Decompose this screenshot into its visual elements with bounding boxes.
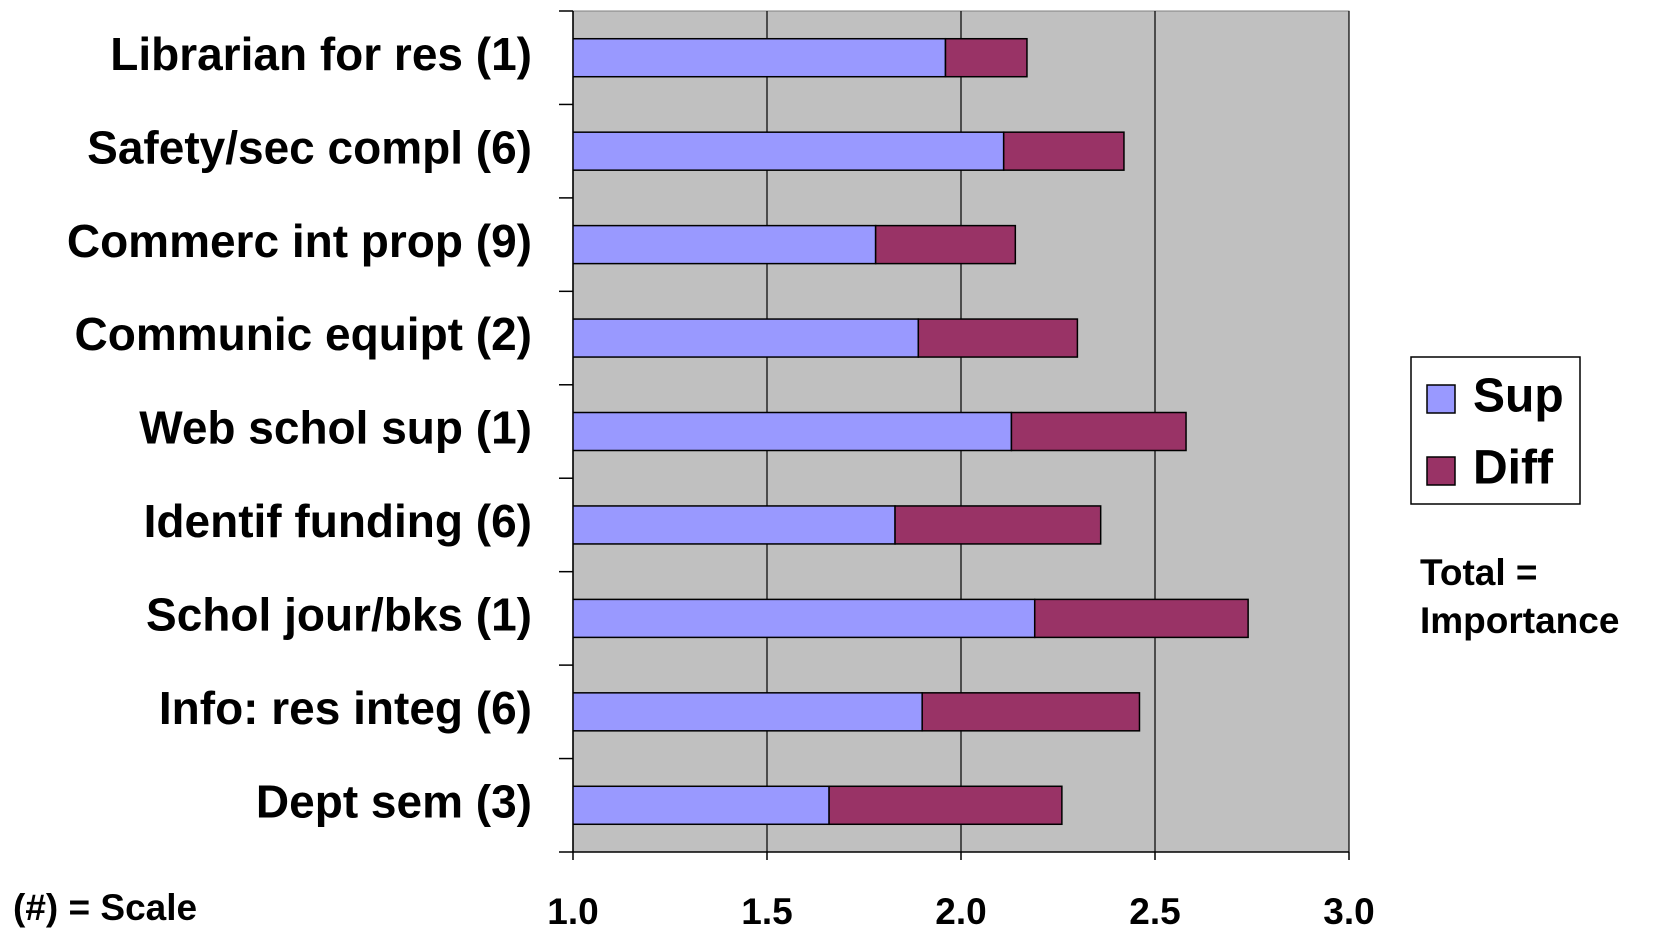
y-tick-label: Dept sem (3) — [256, 775, 532, 827]
annotation: (#) = Scale — [13, 887, 197, 928]
x-tick-label: 3.0 — [1323, 891, 1374, 931]
bar-segment — [894, 505, 1102, 545]
bar-segment — [1033, 598, 1249, 639]
bar-segment — [944, 37, 1028, 78]
legend-label: Sup — [1473, 370, 1564, 423]
annotation: Importance — [1420, 600, 1619, 641]
bar-segment — [874, 224, 1017, 265]
legend-label: Diff — [1473, 442, 1554, 495]
y-tick-label: Commerc int prop (9) — [67, 215, 532, 267]
y-tick-label: Communic equipt (2) — [75, 308, 532, 360]
y-tick-label: Librarian for res (1) — [110, 28, 532, 80]
bar-segment — [573, 598, 1036, 639]
x-tick-label: 2.0 — [935, 891, 986, 931]
y-tick-label: Identif funding (6) — [144, 495, 532, 547]
bar-segment — [921, 692, 1141, 732]
legend-swatch — [1426, 456, 1456, 486]
bar-segment — [573, 131, 1005, 171]
bar-segment — [828, 785, 1063, 826]
x-tick-label: 1.0 — [547, 891, 598, 931]
bar-segment — [917, 318, 1079, 358]
legend-swatch — [1426, 384, 1456, 414]
x-tick-label: 2.5 — [1129, 891, 1180, 931]
x-tick-label: 1.5 — [741, 891, 792, 931]
annotation: Total = — [1420, 552, 1538, 593]
bar-segment — [573, 411, 1013, 452]
bar-segment — [1010, 411, 1187, 452]
y-tick-label: Web schol sup (1) — [139, 402, 532, 454]
y-tick-label: Safety/sec compl (6) — [87, 121, 532, 173]
bar-segment — [573, 224, 877, 265]
legend-box — [1410, 356, 1581, 505]
y-tick-label: Schol jour/bks (1) — [146, 589, 532, 641]
y-tick-label: Info: res integ (6) — [159, 682, 532, 734]
bar-segment — [1002, 131, 1125, 171]
